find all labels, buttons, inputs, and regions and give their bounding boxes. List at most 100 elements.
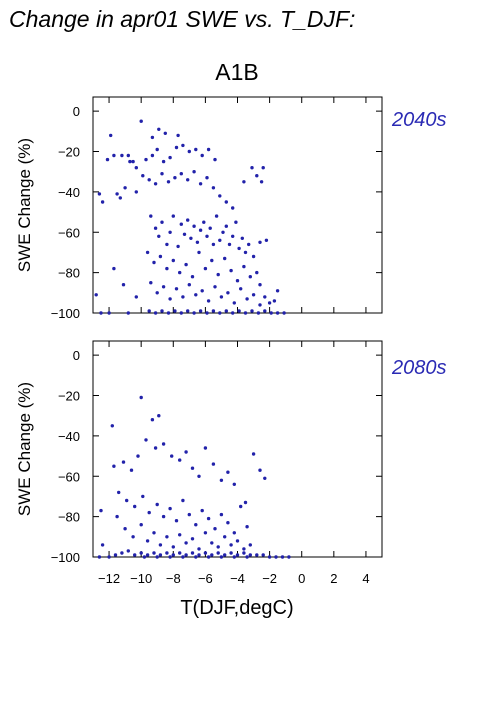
data-point <box>190 466 195 470</box>
data-point <box>197 547 201 551</box>
data-point <box>181 498 185 503</box>
data-point <box>155 502 159 507</box>
data-point <box>121 283 126 287</box>
data-point <box>161 285 166 289</box>
data-point <box>250 309 254 313</box>
data-point <box>234 220 238 224</box>
data-point <box>203 551 208 555</box>
data-point <box>147 309 151 313</box>
data-point <box>97 555 102 559</box>
data-point <box>179 172 183 176</box>
data-point <box>194 147 198 152</box>
data-point <box>152 531 156 535</box>
data-point <box>187 283 191 287</box>
data-point <box>126 153 130 158</box>
scenario-title: A1B <box>215 59 258 85</box>
data-point <box>181 555 185 559</box>
data-point <box>219 478 224 482</box>
data-point <box>110 424 115 428</box>
data-point <box>160 309 164 313</box>
data-point <box>224 309 228 313</box>
data-point <box>182 232 187 236</box>
data-point <box>168 555 172 559</box>
data-point <box>213 285 217 289</box>
data-points <box>94 119 286 315</box>
y-axis-ticks: 0 −20 −40 −60 −80 −100 <box>51 348 382 565</box>
data-point <box>192 224 196 228</box>
y-tick-label: −40 <box>58 429 80 444</box>
data-point <box>165 535 169 539</box>
panel-label: 2040s <box>391 109 447 131</box>
data-point <box>136 454 140 458</box>
data-point <box>216 545 220 549</box>
data-point <box>219 555 224 559</box>
data-point <box>218 194 222 198</box>
x-axis-ticks: −12 −10 −8 −6 −4 −2 0 2 4 <box>98 341 370 586</box>
data-point <box>200 508 204 513</box>
data-point <box>261 166 265 170</box>
data-point <box>229 268 233 273</box>
data-point <box>144 157 148 162</box>
data-point <box>145 250 150 255</box>
data-point <box>178 270 182 275</box>
data-point <box>139 395 143 400</box>
data-point <box>115 514 119 519</box>
data-point <box>205 176 209 180</box>
data-point <box>126 549 130 553</box>
data-point <box>165 242 169 247</box>
data-point <box>211 462 216 466</box>
data-point <box>179 311 183 315</box>
data-point <box>157 414 161 418</box>
data-point <box>161 514 166 519</box>
data-point <box>243 500 248 505</box>
data-point <box>171 258 175 263</box>
data-point <box>216 272 220 277</box>
data-point <box>206 555 211 559</box>
data-point <box>187 149 191 154</box>
data-point <box>133 504 137 509</box>
data-point <box>160 220 164 224</box>
data-point <box>184 450 188 454</box>
data-point <box>147 510 151 515</box>
y-axis-ticks: 0 −20 −40 −60 −80 −100 <box>51 104 382 321</box>
data-point <box>123 186 127 190</box>
y-tick-label: 0 <box>73 348 80 363</box>
y-tick-label: −20 <box>58 145 80 160</box>
data-point <box>157 234 161 238</box>
data-point <box>243 250 248 255</box>
data-point <box>251 254 256 259</box>
data-point <box>129 468 134 472</box>
data-point <box>203 446 208 450</box>
data-point <box>186 309 190 313</box>
data-point <box>211 242 216 247</box>
data-point <box>261 553 265 557</box>
data-point <box>181 143 185 148</box>
data-point <box>255 174 259 178</box>
data-point <box>239 504 243 509</box>
plot-frame <box>92 340 383 558</box>
panel-2080s: 0−20−40−60−80−100 −12 −10 −8 −6 −4 −2 0 2 4 SWE … <box>15 340 447 586</box>
data-point <box>208 226 212 230</box>
data-point <box>203 266 208 271</box>
data-point <box>226 521 230 525</box>
y-tick-label: −20 <box>58 389 80 404</box>
data-point <box>157 127 161 131</box>
data-point <box>226 291 230 295</box>
data-point <box>139 551 143 555</box>
data-point <box>221 230 225 234</box>
data-point <box>113 553 118 557</box>
data-point <box>272 299 277 303</box>
x-tick-label: −8 <box>166 571 181 586</box>
data-point <box>194 293 198 297</box>
data-point <box>282 311 286 315</box>
data-point <box>258 303 262 307</box>
data-point <box>139 523 143 527</box>
data-point <box>117 490 121 495</box>
data-point <box>97 192 102 196</box>
data-point <box>187 512 191 517</box>
data-point <box>200 289 204 293</box>
data-point <box>181 295 185 299</box>
data-point <box>171 545 175 549</box>
data-point <box>153 446 158 450</box>
